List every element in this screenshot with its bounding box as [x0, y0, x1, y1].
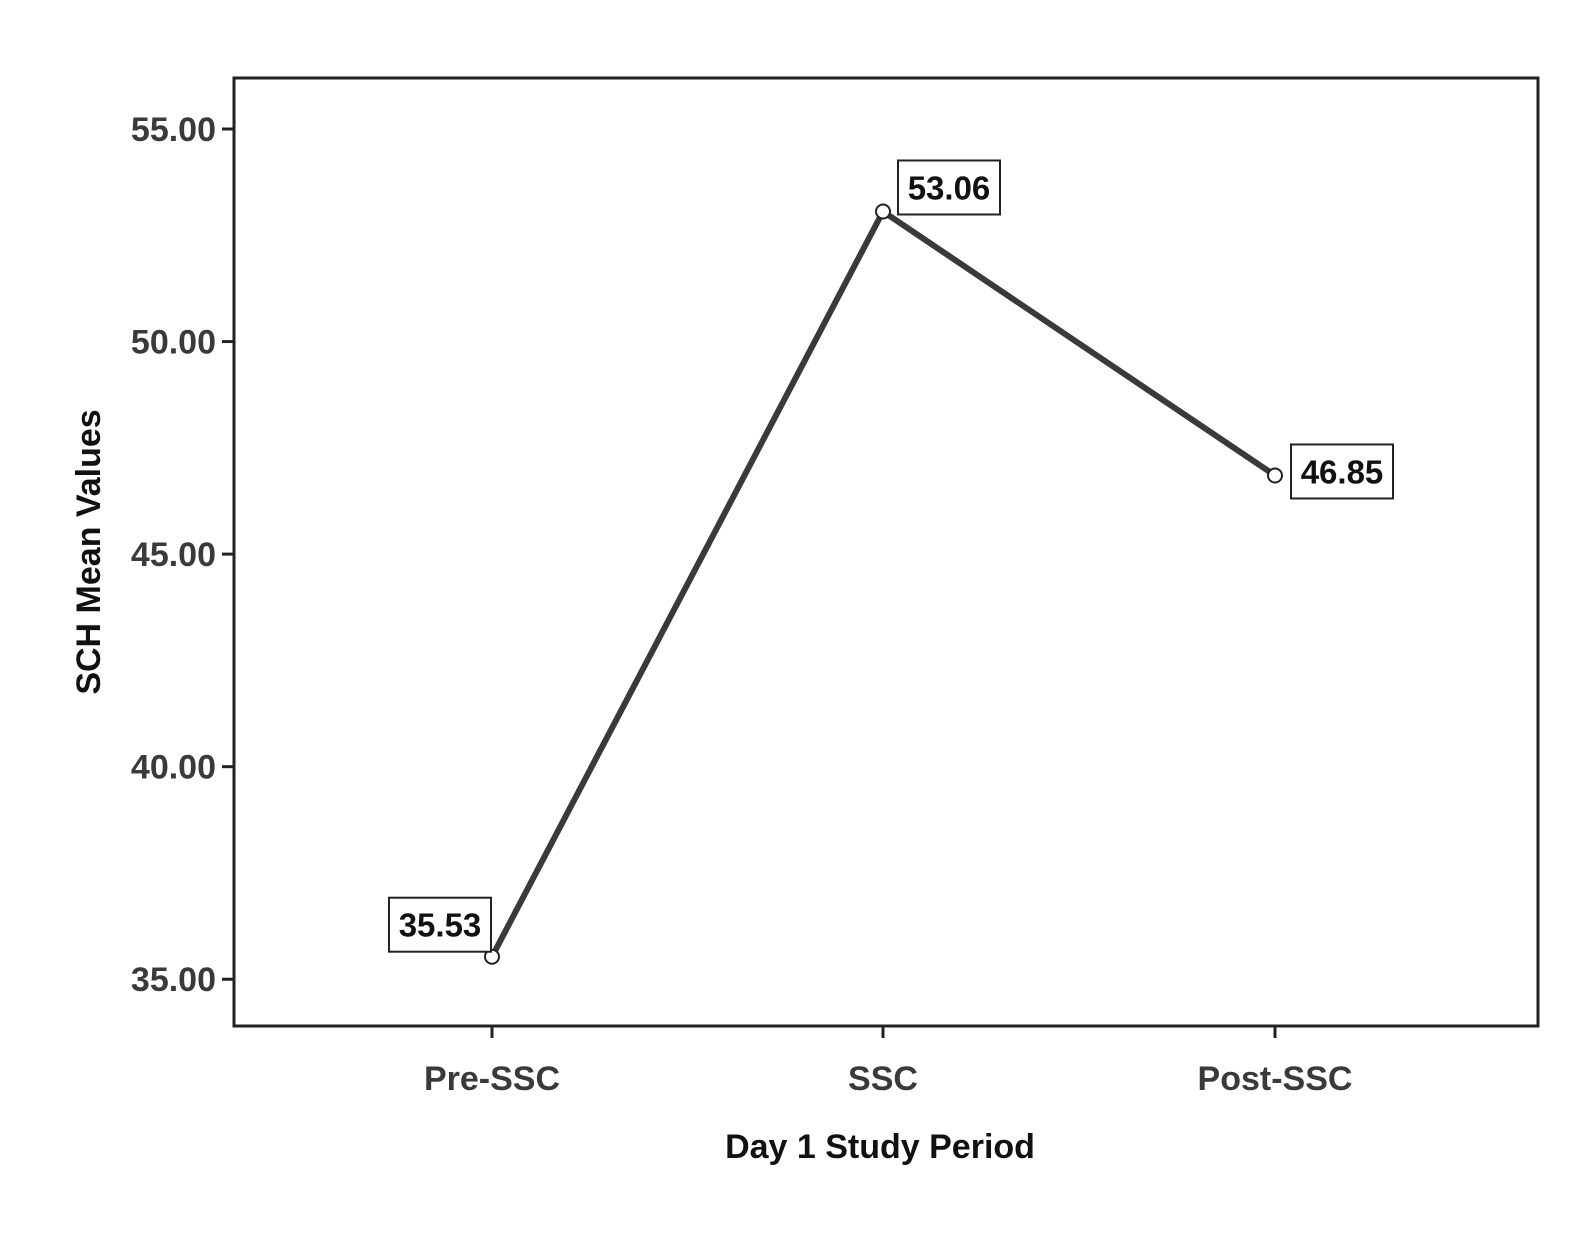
x-tick-label: Post-SSC: [1198, 1060, 1353, 1098]
y-tick-label: 35.00: [131, 961, 216, 999]
data-label-text: 53.06: [908, 169, 991, 206]
y-tick-label: 40.00: [131, 749, 216, 787]
x-tick-label: Pre-SSC: [424, 1060, 560, 1098]
data-label-box: [1290, 443, 1394, 500]
data-label: 46.85: [1290, 443, 1394, 500]
y-tick-label: 50.00: [131, 324, 216, 362]
x-tick-label: SSC: [848, 1060, 918, 1098]
data-point: [875, 203, 891, 220]
series-group: [484, 203, 1283, 965]
x-axis-title: Day 1 Study Period: [725, 1128, 1035, 1166]
data-labels-group: 35.53 53.06 46.85: [388, 159, 1394, 953]
y-tick-label: 55.00: [131, 111, 216, 149]
data-label-box: [388, 896, 492, 953]
x-axis: Pre-SSC SSC Post-SSC: [424, 1026, 1352, 1098]
y-axis-title: SCH Mean Values: [70, 409, 108, 694]
data-label: 35.53: [388, 896, 492, 953]
data-label-text: 35.53: [399, 907, 482, 944]
y-tick-label: 45.00: [131, 536, 216, 574]
data-label: 53.06: [897, 159, 1001, 216]
y-axis: 35.00 40.00 45.00 50.00 55.00: [131, 111, 234, 999]
data-label-box: [897, 159, 1001, 216]
plot-frame: [232, 76, 1540, 1028]
data-label-text: 46.85: [1301, 453, 1384, 490]
data-point: [1267, 467, 1283, 484]
